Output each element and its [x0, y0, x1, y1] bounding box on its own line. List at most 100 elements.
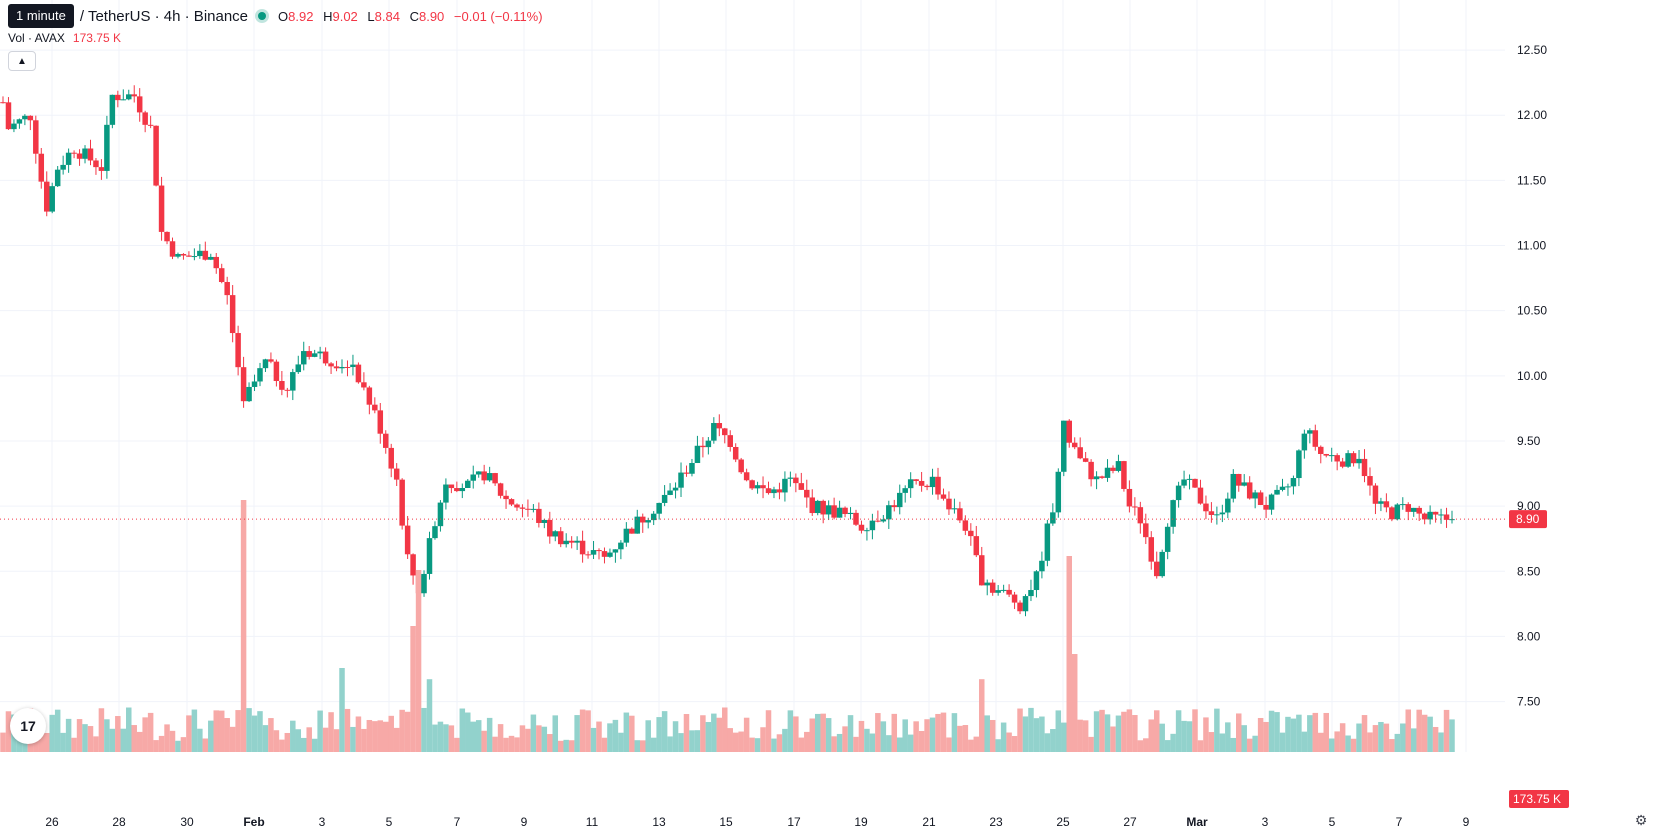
candle-body: [574, 540, 580, 543]
volume-bar: [989, 719, 996, 752]
candle-body: [1121, 461, 1127, 489]
symbol-title[interactable]: / TetherUS · 4h · Binance: [79, 7, 249, 25]
candle-body: [519, 507, 526, 509]
candle-body: [208, 256, 214, 260]
volume-bar: [836, 733, 843, 752]
candle-body: [1110, 467, 1116, 471]
candle-body: [902, 488, 908, 493]
candle-body: [1279, 486, 1286, 490]
x-axis-tick-label: Mar: [1186, 815, 1208, 829]
candle-body: [290, 372, 296, 391]
volume-bar: [601, 737, 608, 752]
volume-bar: [1132, 715, 1138, 752]
volume-bar: [1044, 733, 1051, 752]
candle-body: [1181, 479, 1187, 486]
candle-body: [1372, 485, 1379, 504]
volume-bar: [1405, 709, 1412, 752]
candle-body: [847, 512, 854, 515]
settings-gear-icon[interactable]: ⚙: [1634, 812, 1648, 828]
candle-body: [656, 502, 662, 514]
volume-bar: [995, 739, 1001, 752]
volume-bar: [1252, 735, 1258, 752]
volume-bar: [399, 709, 405, 752]
candle-body: [186, 255, 192, 257]
volume-bar: [202, 738, 209, 752]
candle-body: [1274, 489, 1280, 495]
tradingview-logo-icon[interactable]: 17: [10, 708, 46, 744]
candle-body: [1093, 476, 1100, 480]
volume-bar: [486, 717, 493, 752]
candle-body: [454, 488, 460, 492]
volume-bar: [322, 727, 329, 752]
volume-bar: [1323, 712, 1329, 752]
candle-body: [678, 472, 684, 488]
volume-bar: [973, 736, 980, 752]
volume-bar: [1028, 707, 1034, 752]
candle-body: [164, 231, 170, 242]
candle-body: [672, 487, 679, 491]
candle-body: [333, 366, 340, 369]
volume-bar: [902, 719, 908, 752]
volume-bar: [1033, 718, 1040, 752]
volume-bar: [421, 707, 427, 752]
volume-bar: [1241, 725, 1247, 752]
volume-bar: [158, 735, 165, 752]
volume-bar: [197, 728, 203, 752]
candle-body: [557, 531, 564, 545]
volume-bar: [1148, 719, 1155, 752]
candle-body: [421, 573, 427, 594]
volume-bar: [240, 500, 247, 752]
y-axis-tick-label: 9.00: [1517, 499, 1541, 513]
volume-bar: [1410, 728, 1417, 752]
candle-body: [700, 445, 706, 448]
candle-body: [279, 381, 285, 390]
candle-body: [328, 363, 334, 367]
volume-bar: [229, 726, 236, 752]
candle-body: [1050, 512, 1056, 524]
candle-body: [547, 519, 553, 537]
volume-bar: [180, 737, 187, 752]
volume-bar: [1159, 723, 1165, 752]
volume-bar: [388, 715, 394, 752]
candle-body: [683, 472, 690, 474]
candle-body: [377, 410, 384, 434]
candle-body: [596, 550, 602, 552]
collapse-legend-button[interactable]: ▲: [8, 51, 36, 71]
candle-body: [634, 516, 641, 534]
volume-bar: [738, 731, 744, 752]
volume-bar: [142, 717, 148, 752]
volume-bar: [1432, 726, 1439, 752]
candle-body: [257, 368, 263, 382]
candle-body: [437, 502, 444, 527]
candle-body: [1011, 594, 1018, 603]
candle-body: [809, 497, 816, 514]
candle-body: [831, 505, 837, 518]
candle-body: [1099, 476, 1105, 478]
volume-bar: [776, 734, 783, 752]
candle-body: [82, 148, 88, 159]
volume-value: 173.75 K: [72, 31, 121, 45]
volume-bar: [186, 715, 192, 752]
volume-bar: [1186, 721, 1193, 752]
candle-body: [1017, 602, 1023, 612]
candle-body: [585, 554, 591, 556]
last-price-badge: [1509, 510, 1547, 529]
candle-body: [1148, 537, 1155, 562]
candle-body: [541, 519, 548, 523]
candle-body: [459, 487, 466, 492]
volume-bar: [519, 725, 526, 752]
volume-bar: [1164, 740, 1171, 752]
volume-bar: [694, 730, 701, 752]
candle-body: [1350, 453, 1357, 464]
volume-bar: [300, 737, 307, 752]
volume-bar: [131, 725, 137, 752]
volume-bar: [711, 713, 717, 752]
candle-body: [1405, 504, 1412, 512]
volume-bar: [415, 570, 422, 752]
candle-body: [229, 295, 236, 334]
volume-bar: [574, 715, 580, 752]
candle-body: [1203, 503, 1209, 512]
candle-body: [426, 538, 433, 574]
volume-bar: [432, 724, 438, 752]
